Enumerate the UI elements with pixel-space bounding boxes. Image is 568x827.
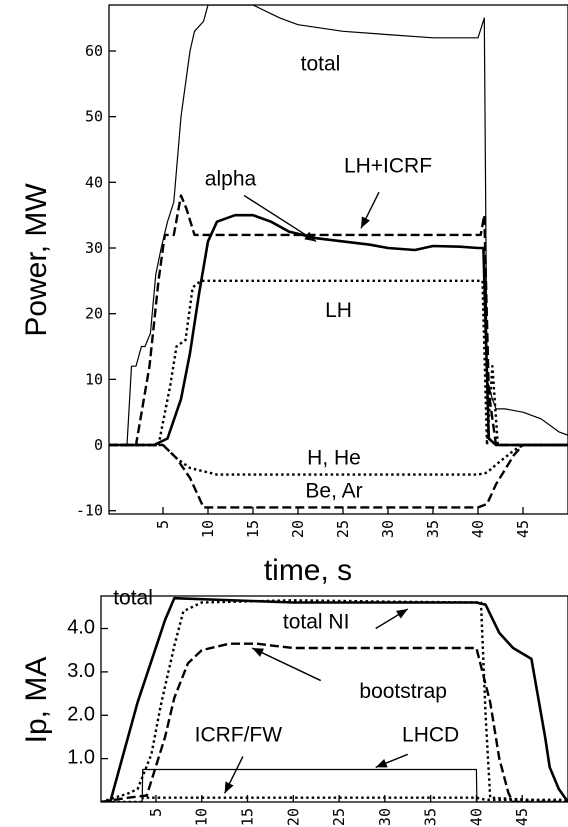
current-x-tick-label: 20 — [284, 808, 302, 826]
power-x-tick-label: 30 — [379, 520, 397, 538]
power-x-tick-label: 15 — [244, 520, 262, 538]
current-y-tick-label: 4.0 — [67, 617, 95, 639]
power-x-tick-label: 35 — [424, 520, 442, 538]
current-series-lhcd — [101, 768, 568, 802]
current-x-tick-label: 15 — [239, 808, 257, 826]
power-y-tick-label: 0 — [94, 436, 103, 454]
current-annotation-lhcd: LHCD — [402, 723, 459, 746]
power-annotation-lh: LH — [325, 299, 352, 322]
current-x-tick-label: 40 — [467, 808, 485, 826]
current-annotation-total: total — [113, 587, 153, 610]
current-x-tick-label: 5 — [147, 808, 165, 817]
power-series-h-he — [109, 443, 568, 476]
current-annotation-bootstrap: bootstrap — [359, 680, 447, 703]
power-y-tick-label: 60 — [85, 42, 103, 60]
power-annotation-h-he: H, He — [307, 447, 361, 470]
power-x-tick-label: 25 — [334, 520, 352, 538]
power-y-tick-label: 50 — [85, 108, 103, 126]
power-y-tick-label: 10 — [85, 370, 103, 388]
power-annotation-arrow — [243, 194, 317, 243]
current-series-icrf-fw — [101, 796, 568, 802]
power-series-be-ar — [109, 443, 568, 509]
power-y-tick-label: -10 — [76, 502, 103, 520]
current-annotation-arrowhead — [396, 609, 408, 619]
current-annotation-arrowhead — [375, 758, 388, 768]
current-y-tick-label: 1.0 — [67, 747, 95, 769]
power-x-tick-label: 40 — [469, 520, 487, 538]
current-x-tick-label: 10 — [193, 808, 211, 826]
power-annotation-be-ar: Be, Ar — [305, 480, 362, 503]
power-annotation-arrowhead — [361, 216, 370, 229]
current-annotation-arrow — [251, 647, 322, 682]
power-plot-frame — [108, 4, 568, 515]
current-annotation-arrowhead — [224, 781, 234, 794]
current-y-axis-title: Ip, MA — [20, 657, 53, 744]
power-annotation-total: total — [301, 53, 341, 76]
power-annotation-arrowhead — [304, 231, 316, 242]
power-x-tick-label: 10 — [199, 520, 217, 538]
power-x-tick-label: 20 — [289, 520, 307, 538]
power-y-tick-label: 40 — [85, 173, 103, 191]
power-x-tick-label: 5 — [154, 520, 172, 529]
current-annotation-icrf-fw: ICRF/FW — [195, 723, 283, 746]
power-x-tick-label: 45 — [514, 520, 532, 538]
power-x-axis-title: time, s — [264, 554, 352, 587]
current-annotation-arrowhead — [252, 648, 264, 657]
power-annotation-alpha: alpha — [205, 168, 257, 191]
current-x-tick-label: 30 — [376, 808, 394, 826]
current-chart: 1.0 2.0 3.0 4.0 5 10 15 20 25 30 35 40 45 total total … — [67, 587, 568, 826]
current-x-tick-label: 35 — [422, 808, 440, 826]
power-annotation-lh-icrf: LH+ICRF — [344, 154, 432, 177]
power-y-tick-label: 30 — [85, 239, 103, 257]
current-y-tick-label: 2.0 — [67, 703, 95, 725]
current-series-bootstrap — [101, 642, 568, 802]
power-y-axis-title: Power, MW — [20, 183, 53, 337]
current-y-tick-label: 3.0 — [67, 660, 95, 682]
power-y-tick-label: 20 — [85, 305, 103, 323]
current-annotation-total-ni: total NI — [283, 611, 350, 634]
power-series-alpha — [109, 213, 568, 447]
power-chart: -10 0 10 20 30 40 50 60 5 10 15 20 25 30 35 40 45 total al… — [76, 4, 568, 538]
current-x-tick-label: 25 — [330, 808, 348, 826]
current-plot-frame — [100, 595, 568, 803]
current-x-tick-label: 45 — [513, 808, 531, 826]
